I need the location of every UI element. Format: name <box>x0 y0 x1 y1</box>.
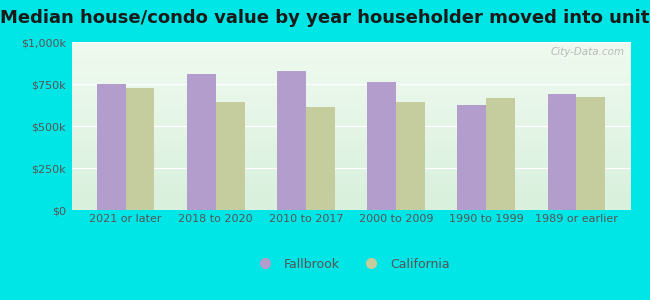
Bar <box>277 71 306 210</box>
Bar <box>216 102 244 210</box>
Bar <box>577 98 605 210</box>
Bar <box>547 94 577 210</box>
Bar <box>486 98 515 210</box>
Text: Median house/condo value by year householder moved into unit: Median house/condo value by year househo… <box>0 9 650 27</box>
Legend: Fallbrook, California: Fallbrook, California <box>249 254 453 274</box>
Bar <box>396 103 425 210</box>
Bar <box>458 105 486 210</box>
Bar <box>306 107 335 210</box>
Text: City-Data.com: City-Data.com <box>551 47 625 57</box>
Bar <box>367 82 396 210</box>
Bar <box>97 84 125 210</box>
Bar <box>187 74 216 210</box>
Bar <box>125 88 155 210</box>
